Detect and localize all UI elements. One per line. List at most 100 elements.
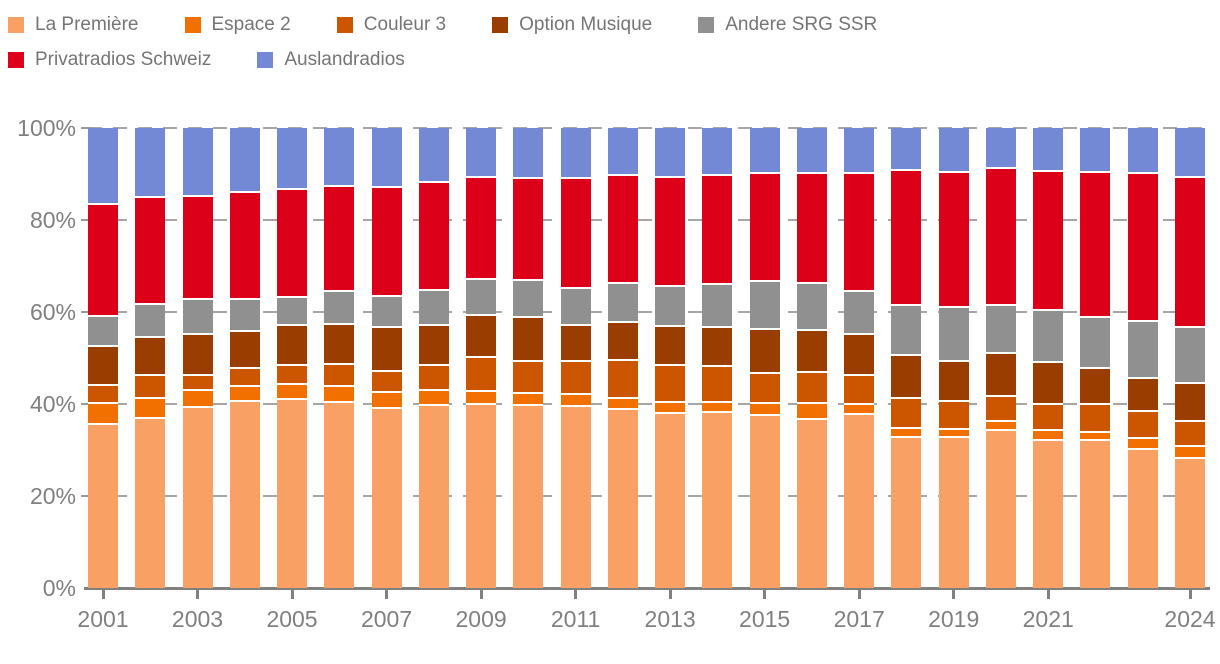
segment-privatradios-schweiz[interactable] <box>749 173 780 283</box>
segment-andere-srg-ssr[interactable] <box>466 279 497 316</box>
segment-andere-srg-ssr[interactable] <box>88 316 118 348</box>
segment-privatradios-schweiz[interactable] <box>1127 174 1158 323</box>
segment-option-musique[interactable] <box>466 315 497 358</box>
segment-andere-srg-ssr[interactable] <box>796 283 827 332</box>
segment-option-musique[interactable] <box>702 327 733 368</box>
segment-andere-srg-ssr[interactable] <box>702 285 733 328</box>
segment-la-première[interactable] <box>513 406 544 588</box>
segment-privatradios-schweiz[interactable] <box>229 193 260 300</box>
segment-auslandradios[interactable] <box>749 128 780 174</box>
segment-auslandradios[interactable] <box>1033 128 1064 172</box>
segment-auslandradios[interactable] <box>796 128 827 175</box>
segment-option-musique[interactable] <box>796 331 827 373</box>
segment-privatradios-schweiz[interactable] <box>1175 177 1205 328</box>
segment-andere-srg-ssr[interactable] <box>607 284 638 323</box>
segment-espace-2[interactable] <box>702 403 733 413</box>
segment-privatradios-schweiz[interactable] <box>513 178 544 282</box>
segment-espace-2[interactable] <box>513 393 544 407</box>
segment-andere-srg-ssr[interactable] <box>891 305 922 356</box>
segment-auslandradios[interactable] <box>466 128 497 179</box>
segment-couleur-3[interactable] <box>418 366 449 392</box>
segment-auslandradios[interactable] <box>182 128 213 197</box>
segment-option-musique[interactable] <box>844 334 875 376</box>
segment-auslandradios[interactable] <box>229 128 260 194</box>
segment-couleur-3[interactable] <box>560 361 591 395</box>
segment-couleur-3[interactable] <box>277 366 308 386</box>
segment-couleur-3[interactable] <box>702 367 733 404</box>
segment-auslandradios[interactable] <box>1127 128 1158 175</box>
segment-la-première[interactable] <box>182 408 213 588</box>
segment-espace-2[interactable] <box>88 404 118 425</box>
segment-andere-srg-ssr[interactable] <box>560 288 591 327</box>
segment-la-première[interactable] <box>88 424 118 588</box>
segment-privatradios-schweiz[interactable] <box>938 173 969 308</box>
segment-couleur-3[interactable] <box>371 372 402 393</box>
segment-espace-2[interactable] <box>1080 432 1111 442</box>
segment-la-première[interactable] <box>1033 440 1064 588</box>
segment-la-première[interactable] <box>1127 450 1158 588</box>
segment-option-musique[interactable] <box>749 329 780 375</box>
segment-andere-srg-ssr[interactable] <box>324 291 355 326</box>
segment-andere-srg-ssr[interactable] <box>938 307 969 363</box>
segment-auslandradios[interactable] <box>1080 128 1111 173</box>
legend-item-6[interactable]: Auslandradios <box>257 49 405 71</box>
segment-couleur-3[interactable] <box>938 402 969 430</box>
segment-la-première[interactable] <box>1175 459 1205 588</box>
legend-item-3[interactable]: Option Musique <box>492 14 652 36</box>
segment-privatradios-schweiz[interactable] <box>466 178 497 280</box>
segment-espace-2[interactable] <box>560 394 591 408</box>
segment-option-musique[interactable] <box>277 326 308 367</box>
segment-couleur-3[interactable] <box>135 376 166 399</box>
segment-andere-srg-ssr[interactable] <box>371 297 402 328</box>
segment-couleur-3[interactable] <box>466 357 497 393</box>
segment-option-musique[interactable] <box>607 322 638 362</box>
segment-espace-2[interactable] <box>182 391 213 409</box>
segment-option-musique[interactable] <box>1127 378 1158 413</box>
segment-andere-srg-ssr[interactable] <box>1175 327 1205 384</box>
segment-couleur-3[interactable] <box>229 369 260 387</box>
segment-la-première[interactable] <box>229 402 260 588</box>
segment-auslandradios[interactable] <box>844 128 875 175</box>
segment-privatradios-schweiz[interactable] <box>324 187 355 292</box>
segment-la-première[interactable] <box>985 431 1016 588</box>
segment-couleur-3[interactable] <box>88 385 118 405</box>
segment-auslandradios[interactable] <box>324 128 355 188</box>
segment-option-musique[interactable] <box>229 332 260 370</box>
segment-auslandradios[interactable] <box>135 128 166 199</box>
segment-andere-srg-ssr[interactable] <box>1033 311 1064 364</box>
segment-la-première[interactable] <box>844 414 875 588</box>
segment-couleur-3[interactable] <box>1080 405 1111 433</box>
segment-privatradios-schweiz[interactable] <box>418 183 449 291</box>
segment-la-première[interactable] <box>1080 441 1111 588</box>
segment-option-musique[interactable] <box>985 354 1016 398</box>
segment-option-musique[interactable] <box>135 337 166 377</box>
segment-privatradios-schweiz[interactable] <box>891 170 922 306</box>
segment-andere-srg-ssr[interactable] <box>277 297 308 327</box>
segment-espace-2[interactable] <box>371 392 402 409</box>
segment-auslandradios[interactable] <box>418 128 449 184</box>
segment-espace-2[interactable] <box>466 392 497 406</box>
segment-couleur-3[interactable] <box>985 397 1016 423</box>
segment-option-musique[interactable] <box>182 335 213 376</box>
segment-couleur-3[interactable] <box>324 365 355 387</box>
segment-privatradios-schweiz[interactable] <box>607 176 638 285</box>
segment-la-première[interactable] <box>466 405 497 588</box>
legend-item-1[interactable]: Espace 2 <box>184 14 291 36</box>
segment-espace-2[interactable] <box>844 405 875 415</box>
segment-couleur-3[interactable] <box>749 374 780 405</box>
segment-option-musique[interactable] <box>1175 383 1205 423</box>
legend-item-2[interactable]: Couleur 3 <box>336 14 446 36</box>
segment-privatradios-schweiz[interactable] <box>88 205 118 317</box>
segment-option-musique[interactable] <box>560 326 591 362</box>
segment-andere-srg-ssr[interactable] <box>1127 322 1158 379</box>
segment-espace-2[interactable] <box>324 387 355 404</box>
segment-auslandradios[interactable] <box>1175 128 1205 178</box>
segment-auslandradios[interactable] <box>985 128 1016 169</box>
segment-auslandradios[interactable] <box>655 128 686 178</box>
segment-privatradios-schweiz[interactable] <box>182 196 213 301</box>
segment-espace-2[interactable] <box>938 429 969 438</box>
segment-couleur-3[interactable] <box>891 399 922 429</box>
segment-couleur-3[interactable] <box>796 372 827 405</box>
legend-item-4[interactable]: Andere SRG SSR <box>698 14 877 36</box>
segment-andere-srg-ssr[interactable] <box>182 300 213 336</box>
